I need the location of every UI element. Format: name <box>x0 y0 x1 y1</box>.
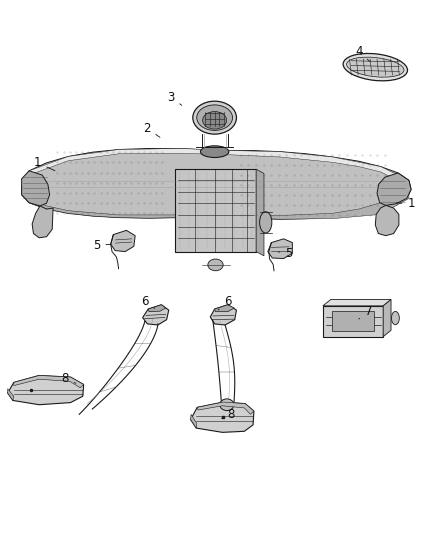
Ellipse shape <box>201 146 229 158</box>
Polygon shape <box>375 205 399 236</box>
Text: 6: 6 <box>141 295 155 309</box>
Polygon shape <box>111 230 135 252</box>
Polygon shape <box>197 402 254 414</box>
Polygon shape <box>148 305 166 312</box>
Polygon shape <box>215 305 234 312</box>
Polygon shape <box>383 300 391 337</box>
Polygon shape <box>143 305 169 325</box>
Polygon shape <box>21 171 49 206</box>
Ellipse shape <box>343 53 407 81</box>
Ellipse shape <box>220 399 234 410</box>
Polygon shape <box>323 300 391 306</box>
Text: 8: 8 <box>62 372 76 385</box>
Text: 6: 6 <box>218 295 231 310</box>
Polygon shape <box>377 173 411 205</box>
Text: 1: 1 <box>34 156 55 171</box>
Polygon shape <box>29 149 409 182</box>
Text: 2: 2 <box>143 122 160 138</box>
Polygon shape <box>191 414 196 428</box>
Ellipse shape <box>193 101 237 134</box>
Polygon shape <box>210 305 237 325</box>
Polygon shape <box>256 169 264 256</box>
Text: 3: 3 <box>167 91 182 106</box>
Polygon shape <box>323 306 383 337</box>
Text: 7: 7 <box>359 305 372 319</box>
Text: 5: 5 <box>279 247 293 260</box>
Polygon shape <box>8 375 84 405</box>
Polygon shape <box>14 375 84 387</box>
Ellipse shape <box>346 57 404 77</box>
Polygon shape <box>29 192 409 219</box>
Polygon shape <box>191 402 254 432</box>
Polygon shape <box>21 149 411 219</box>
Polygon shape <box>332 311 374 332</box>
Polygon shape <box>32 206 53 238</box>
Ellipse shape <box>260 212 272 233</box>
Ellipse shape <box>203 111 226 129</box>
Polygon shape <box>175 169 256 252</box>
Ellipse shape <box>208 259 223 271</box>
Ellipse shape <box>392 311 399 325</box>
Text: 5: 5 <box>93 239 110 252</box>
Text: 8: 8 <box>222 408 235 421</box>
Polygon shape <box>268 239 292 259</box>
Polygon shape <box>8 389 14 400</box>
Text: 4: 4 <box>355 45 370 61</box>
Text: 1: 1 <box>396 197 415 211</box>
Ellipse shape <box>197 105 233 131</box>
